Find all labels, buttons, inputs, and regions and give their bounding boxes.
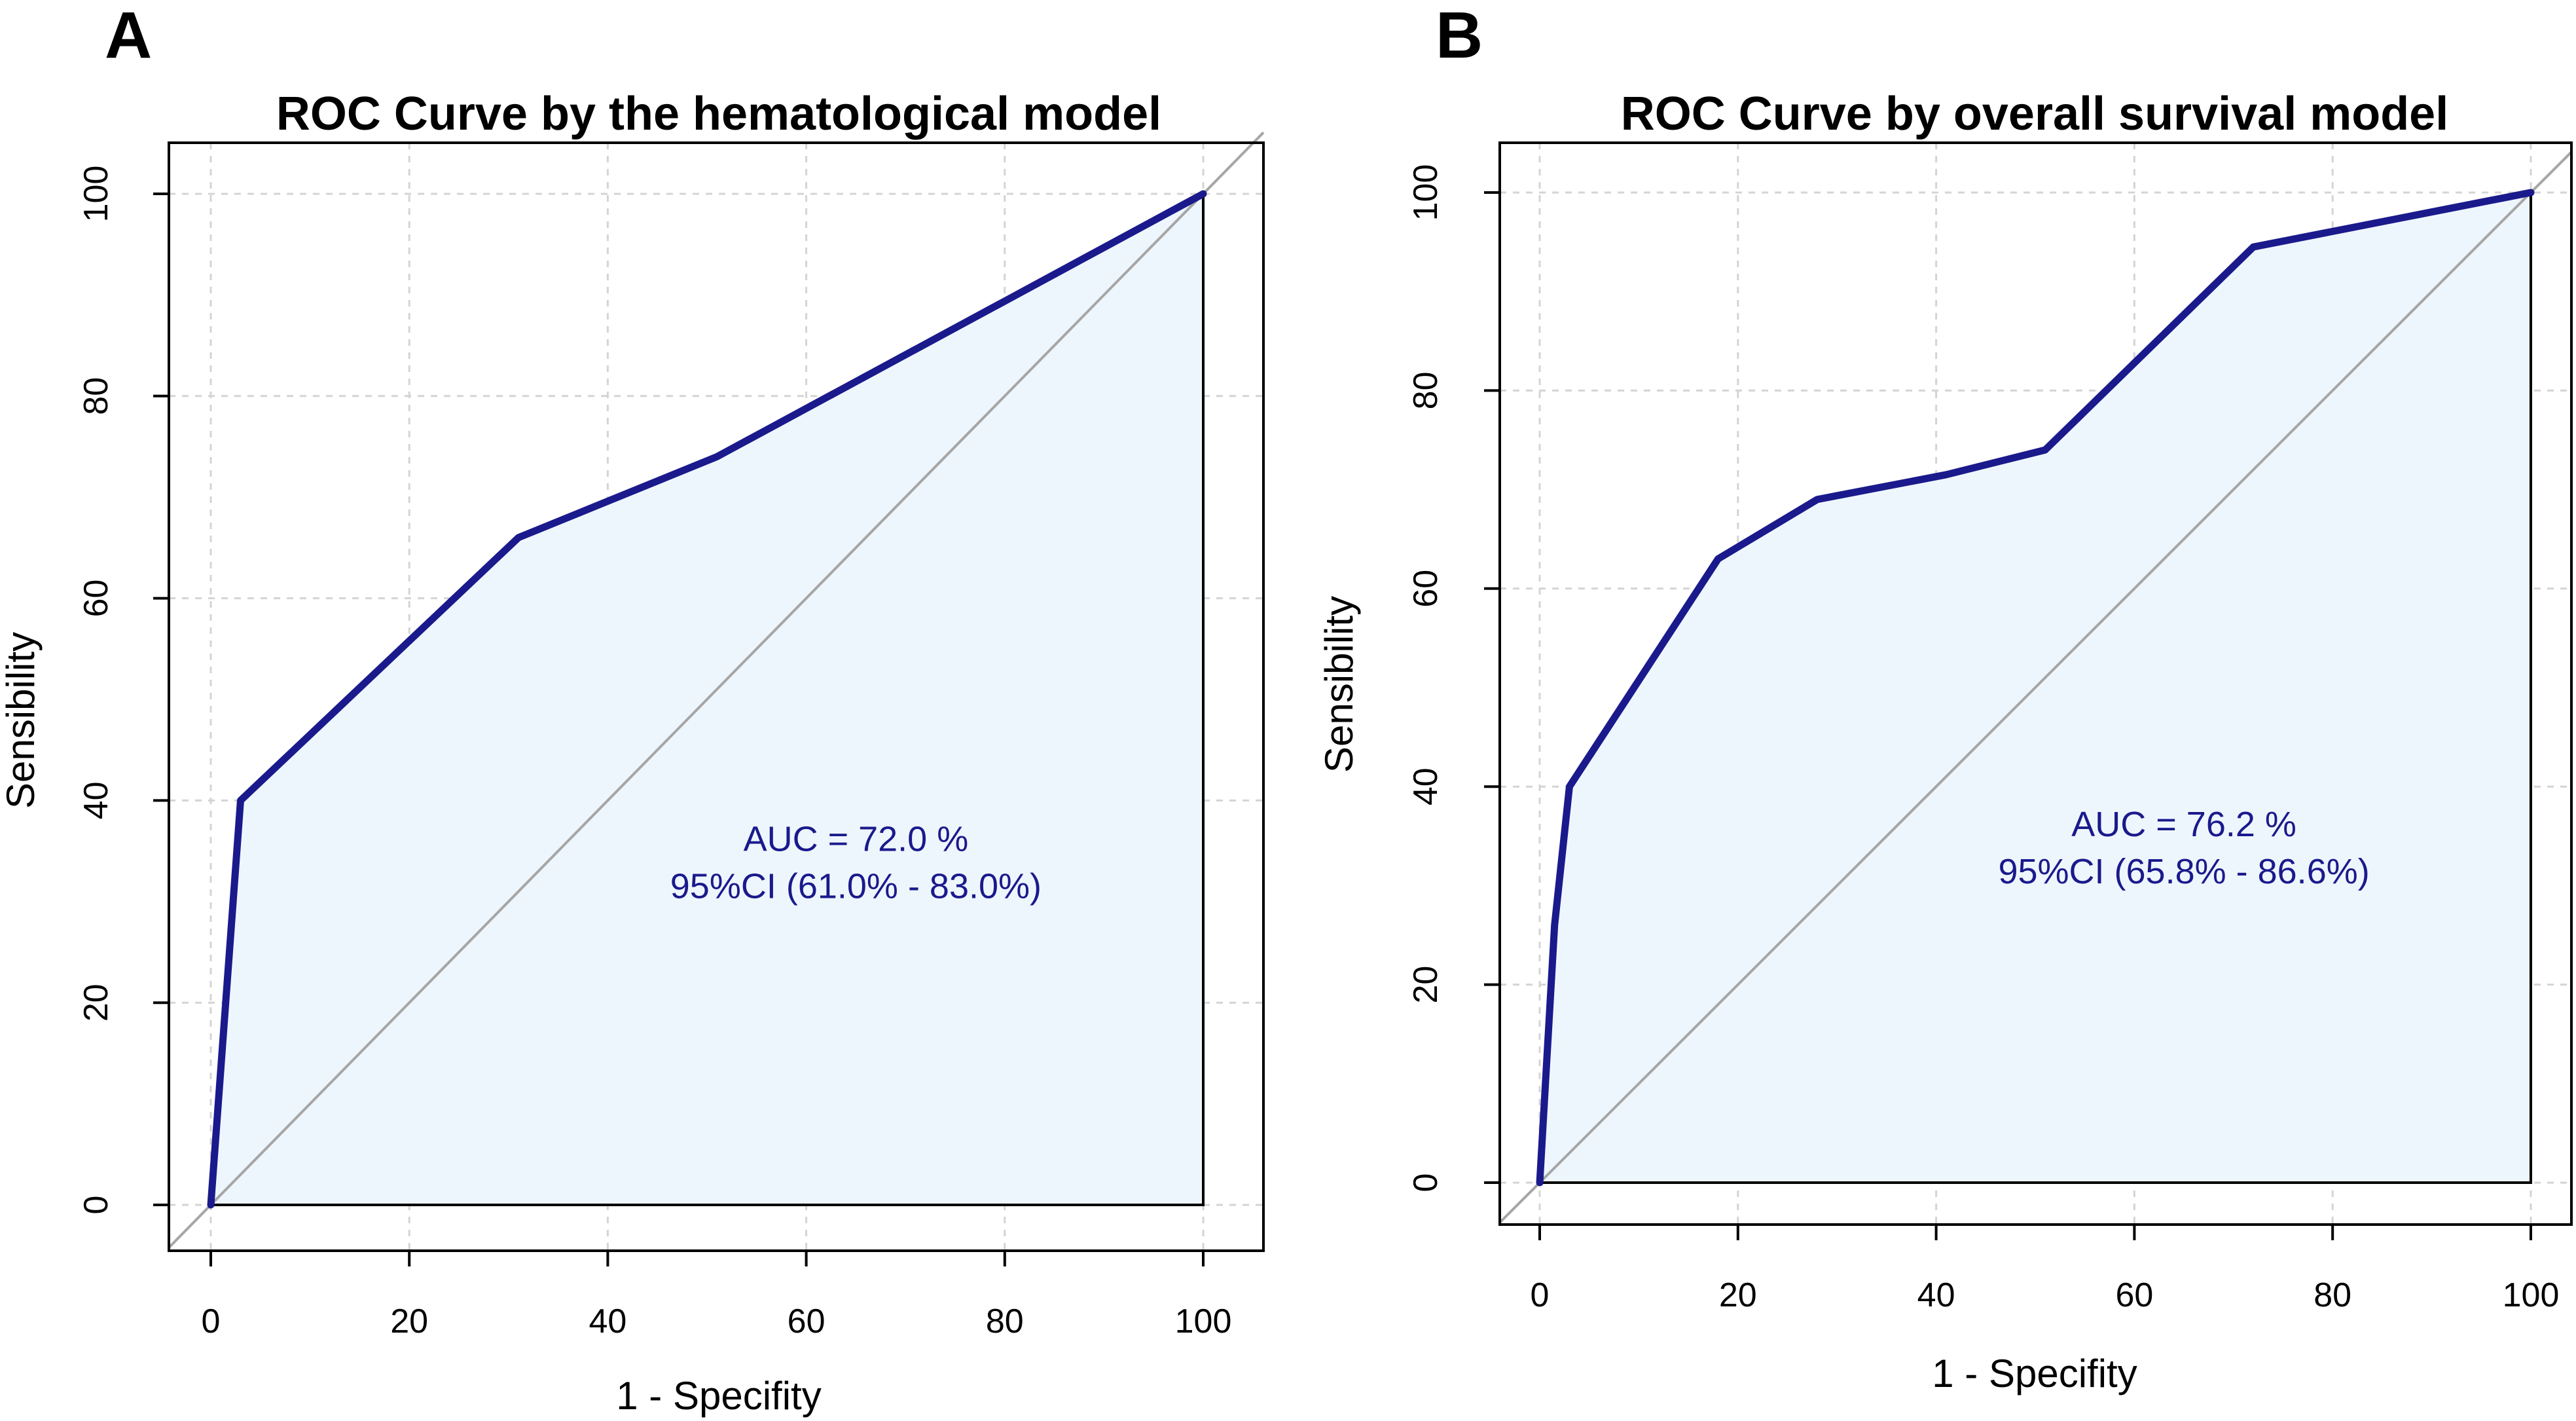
y-tick-label: 60 [77,580,115,618]
y-tick-label: 0 [77,1196,115,1215]
x-tick-label: 80 [2313,1276,2351,1314]
x-tick-label: 60 [788,1302,825,1340]
auc-annotation: AUC = 76.2 % [2071,805,2296,844]
x-axis-label: 1 - Specifity [1932,1352,2137,1395]
auc-annotation: 95%CI (61.0% - 83.0%) [670,867,1042,906]
x-tick-label: 0 [202,1302,221,1340]
panel-a: A ROC Curve by the hematological model 1… [0,0,1265,1418]
y-axis-label: Sensibility [0,632,43,809]
panel-b: B ROC Curve by overall survival model 1 … [1317,0,2573,1395]
y-tick-label: 40 [77,781,115,819]
roc-curve [207,190,1207,1209]
y-axis-label: Sensibility [1317,596,1361,773]
y-tick-label: 20 [77,984,115,1022]
x-tick-label: 0 [1531,1276,1550,1314]
panel-letter: A [105,0,152,72]
y-tick-label: 60 [1407,570,1445,608]
y-tick-label: 80 [1407,371,1445,409]
y-tick-label: 100 [77,166,115,223]
x-tick-label: 40 [1917,1276,1955,1314]
x-tick-label: 100 [1175,1302,1232,1340]
y-tick-label: 100 [1407,164,1445,221]
chart-title: ROC Curve by overall survival model [1621,88,2448,140]
reference-diagonal [1498,151,2573,1224]
y-tick-label: 0 [1407,1173,1445,1192]
auc-annotation: AUC = 72.0 % [744,820,969,859]
chart-title: ROC Curve by the hematological model [276,88,1161,140]
x-tick-label: 60 [2115,1276,2153,1314]
x-tick-label: 100 [2503,1276,2560,1314]
y-tick-label: 20 [1407,966,1445,1004]
roc-curve [1536,189,2535,1187]
x-axis-label: 1 - Specifity [616,1374,821,1418]
x-tick-label: 40 [589,1302,626,1340]
x-tick-label: 20 [1719,1276,1757,1314]
y-tick-label: 40 [1407,767,1445,805]
reference-diagonal [168,131,1265,1249]
x-tick-label: 80 [986,1302,1024,1340]
y-tick-label: 80 [77,377,115,415]
x-tick-label: 20 [390,1302,428,1340]
auc-annotation: 95%CI (65.8% - 86.6%) [1998,852,2369,891]
panel-letter: B [1436,0,1483,72]
